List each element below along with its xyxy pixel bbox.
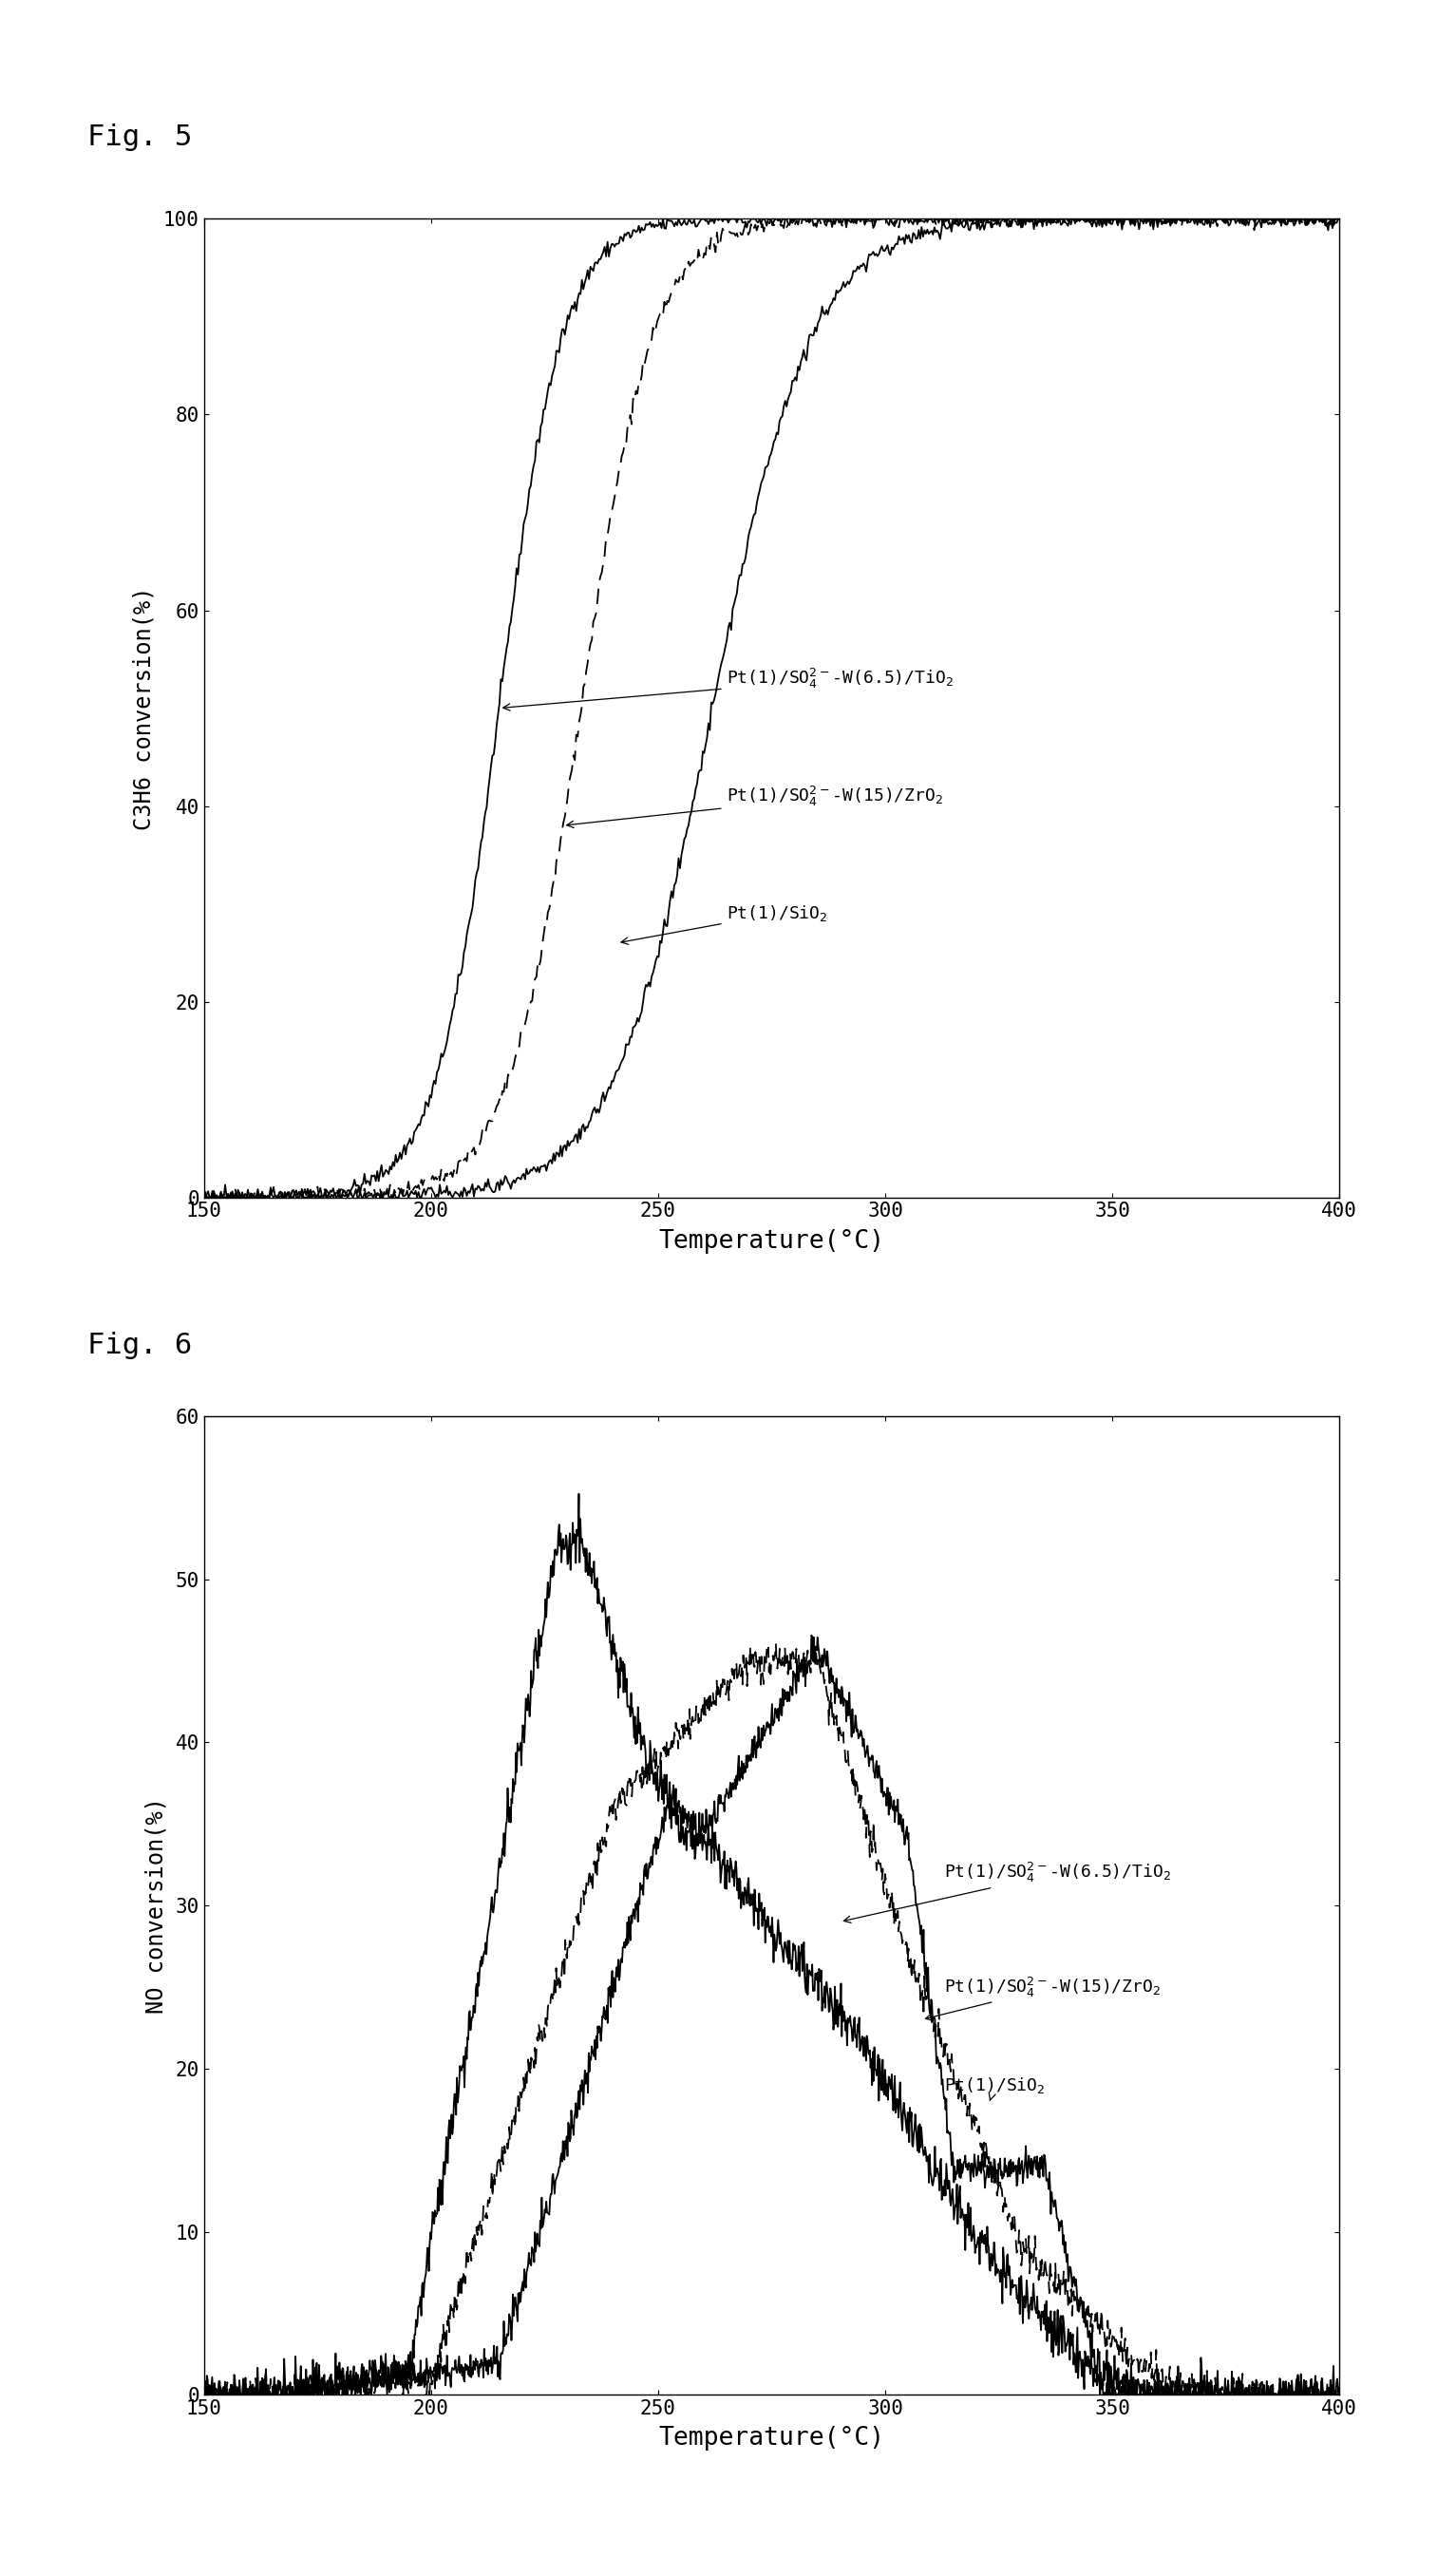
Text: Pt(1)/SO$_4^{2-}$-W(6.5)/TiO$_2$: Pt(1)/SO$_4^{2-}$-W(6.5)/TiO$_2$ [843,1862,1171,1924]
Text: Pt(1)/SO$_4^{2-}$-W(15)/ZrO$_2$: Pt(1)/SO$_4^{2-}$-W(15)/ZrO$_2$ [926,1975,1160,2021]
Y-axis label: C3H6 conversion(%): C3H6 conversion(%) [132,587,156,829]
Text: Fig. 6: Fig. 6 [87,1331,192,1360]
Text: Pt(1)/SiO$_2$: Pt(1)/SiO$_2$ [945,2075,1045,2101]
X-axis label: Temperature(°C): Temperature(°C) [658,1228,885,1254]
X-axis label: Temperature(°C): Temperature(°C) [658,2426,885,2451]
Text: Pt(1)/SO$_4^{2-}$-W(15)/ZrO$_2$: Pt(1)/SO$_4^{2-}$-W(15)/ZrO$_2$ [566,785,943,827]
Text: Pt(1)/SiO$_2$: Pt(1)/SiO$_2$ [622,904,827,945]
Text: Fig. 5: Fig. 5 [87,124,192,152]
Y-axis label: NO conversion(%): NO conversion(%) [144,1797,167,2014]
Text: Pt(1)/SO$_4^{2-}$-W(6.5)/TiO$_2$: Pt(1)/SO$_4^{2-}$-W(6.5)/TiO$_2$ [504,667,954,711]
